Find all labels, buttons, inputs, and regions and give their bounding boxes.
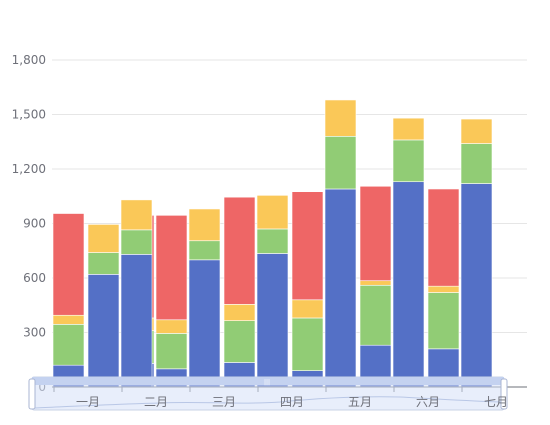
- bars: [52, 99, 493, 388]
- bar-segment: [359, 185, 392, 282]
- bar-segment: [52, 324, 85, 366]
- bar-segment: [460, 118, 493, 144]
- bar-segment: [120, 229, 153, 255]
- x-tick-label: 四月: [280, 395, 304, 409]
- bar-segment: [256, 253, 289, 388]
- bar-segment: [256, 228, 289, 254]
- zoom-move-bar[interactable]: [32, 377, 504, 385]
- y-tick-label: 1,800: [12, 53, 46, 67]
- zoom-handle[interactable]: [28, 378, 36, 410]
- bar-segment: [291, 299, 324, 319]
- bar-segment: [359, 280, 392, 286]
- bar-segment: [291, 317, 324, 371]
- bar-segment: [324, 136, 357, 190]
- data-zoom-slider[interactable]: |||: [28, 376, 508, 411]
- y-tick-label: 600: [23, 271, 46, 285]
- bar-segment: [223, 196, 256, 305]
- bar-segment: [324, 188, 357, 388]
- x-tick-label: 六月: [416, 395, 440, 409]
- y-tick-label: 300: [23, 326, 46, 340]
- bar-segment: [87, 274, 120, 388]
- y-tick-label: 900: [23, 217, 46, 231]
- bar-segment: [392, 117, 425, 141]
- bar-segment: [460, 183, 493, 388]
- zoom-data-shadow: [34, 396, 503, 409]
- x-tick-label: 二月: [144, 395, 168, 409]
- bar-segment: [223, 320, 256, 363]
- bar-segment: [256, 195, 289, 230]
- bar-segment: [188, 259, 221, 388]
- bar-segment: [120, 199, 153, 231]
- bar-segment: [188, 240, 221, 261]
- bar-segment: [427, 292, 460, 350]
- x-tick-label: 一月: [76, 395, 100, 409]
- zoom-grip[interactable]: |||: [264, 379, 270, 386]
- zoom-handle[interactable]: [500, 378, 508, 410]
- x-axis-tick-labels: 一月 二月 三月 四月 五月 六月 七月: [76, 395, 508, 409]
- bar-segment: [155, 215, 188, 321]
- bar-segment: [427, 285, 460, 293]
- x-tick-label: 七月: [484, 395, 508, 409]
- bar-segment: [223, 304, 256, 321]
- bar-segment: [324, 99, 357, 137]
- bar-segment: [392, 181, 425, 388]
- bar-segment: [87, 224, 120, 253]
- bar-segment: [52, 213, 85, 316]
- x-tick-label: 三月: [212, 395, 236, 409]
- bar-segment: [155, 319, 188, 334]
- x-tick-label: 五月: [348, 395, 372, 409]
- bar-segment: [460, 143, 493, 184]
- bar-segment: [52, 314, 85, 325]
- bar-segment: [87, 252, 120, 275]
- bar-segment: [188, 208, 221, 242]
- y-tick-label: 1,200: [12, 162, 46, 176]
- y-tick-label: 1,500: [12, 108, 46, 122]
- bar-segment: [392, 139, 425, 183]
- bar-segment: [291, 191, 324, 301]
- bar-segment: [155, 333, 188, 370]
- bar-segment: [359, 284, 392, 346]
- bar-segment: [427, 188, 460, 287]
- bar-segment: [120, 254, 153, 388]
